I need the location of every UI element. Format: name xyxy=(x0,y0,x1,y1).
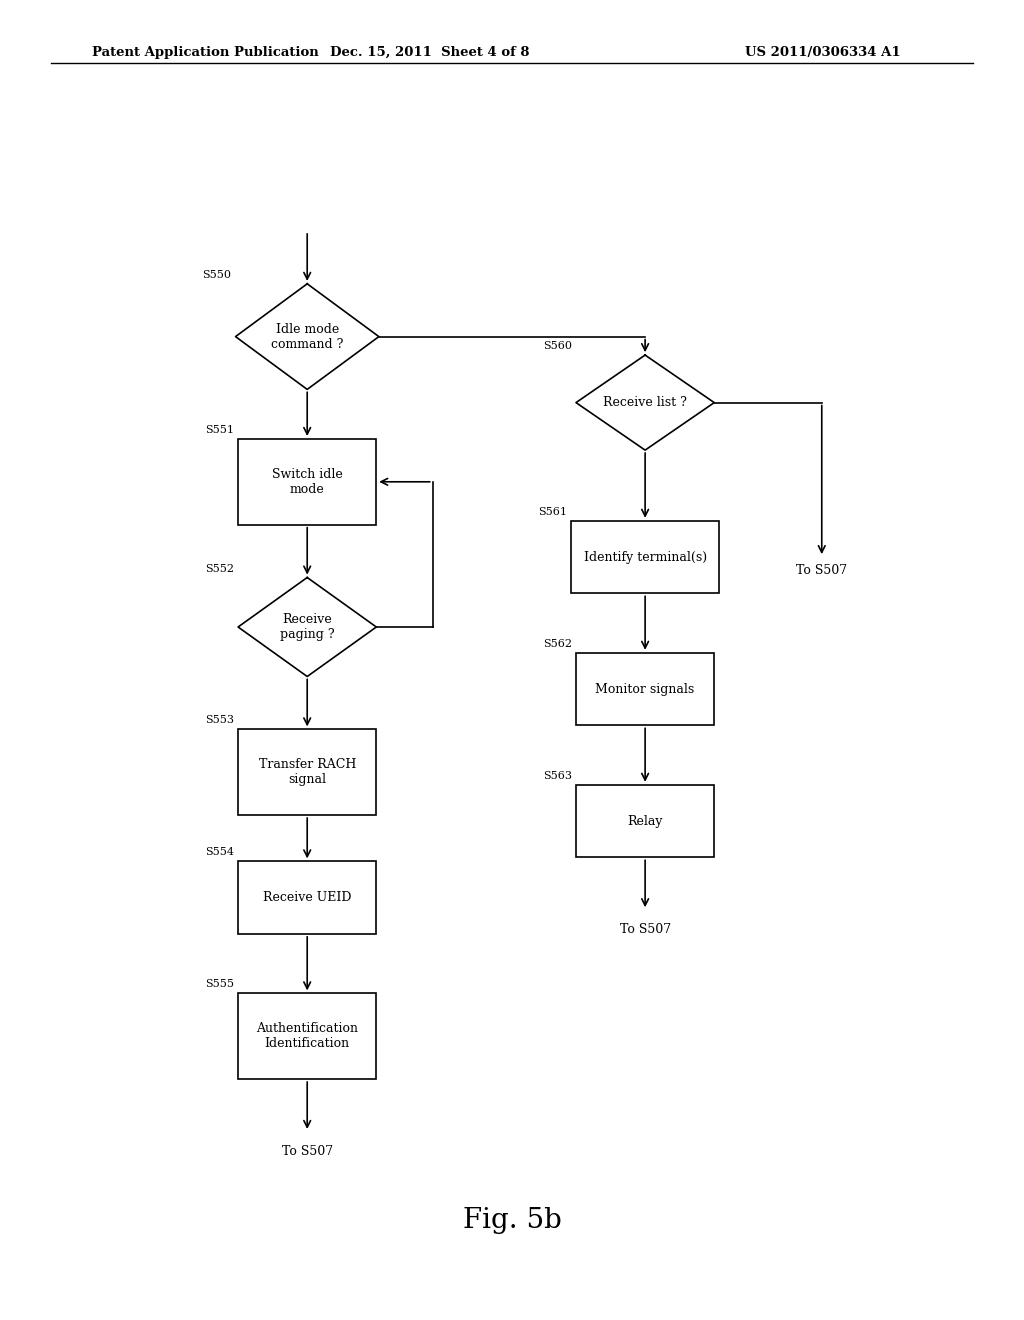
Text: Patent Application Publication: Patent Application Publication xyxy=(92,46,318,59)
Bar xyxy=(238,993,377,1080)
Text: US 2011/0306334 A1: US 2011/0306334 A1 xyxy=(745,46,901,59)
Bar xyxy=(238,438,377,524)
Text: Relay: Relay xyxy=(628,814,663,828)
Text: Identify terminal(s): Identify terminal(s) xyxy=(584,550,707,564)
Text: To S507: To S507 xyxy=(797,564,847,577)
Text: To S507: To S507 xyxy=(620,924,671,936)
Text: S554: S554 xyxy=(205,847,233,858)
Text: S553: S553 xyxy=(205,715,233,726)
Text: Monitor signals: Monitor signals xyxy=(596,682,694,696)
Text: Receive list ?: Receive list ? xyxy=(603,396,687,409)
Text: S552: S552 xyxy=(205,564,233,573)
Text: Fig. 5b: Fig. 5b xyxy=(463,1208,561,1234)
Text: Transfer RACH
signal: Transfer RACH signal xyxy=(258,758,356,787)
Bar xyxy=(238,862,377,935)
Text: Receive UEID: Receive UEID xyxy=(263,891,351,904)
Bar xyxy=(575,784,715,858)
Text: S555: S555 xyxy=(205,979,233,990)
Text: Dec. 15, 2011  Sheet 4 of 8: Dec. 15, 2011 Sheet 4 of 8 xyxy=(331,46,529,59)
Bar xyxy=(238,729,377,816)
Text: Authentification
Identification: Authentification Identification xyxy=(256,1022,358,1051)
Text: Idle mode
command ?: Idle mode command ? xyxy=(271,322,343,351)
Bar xyxy=(575,653,715,726)
Text: S563: S563 xyxy=(543,771,571,780)
Text: Receive
paging ?: Receive paging ? xyxy=(280,612,335,642)
Bar xyxy=(571,520,719,594)
Text: S560: S560 xyxy=(543,341,571,351)
Text: S551: S551 xyxy=(205,425,233,436)
Text: S562: S562 xyxy=(543,639,571,649)
Text: Switch idle
mode: Switch idle mode xyxy=(271,467,343,496)
Text: To S507: To S507 xyxy=(282,1144,333,1158)
Text: S550: S550 xyxy=(203,269,231,280)
Text: S561: S561 xyxy=(538,507,567,517)
